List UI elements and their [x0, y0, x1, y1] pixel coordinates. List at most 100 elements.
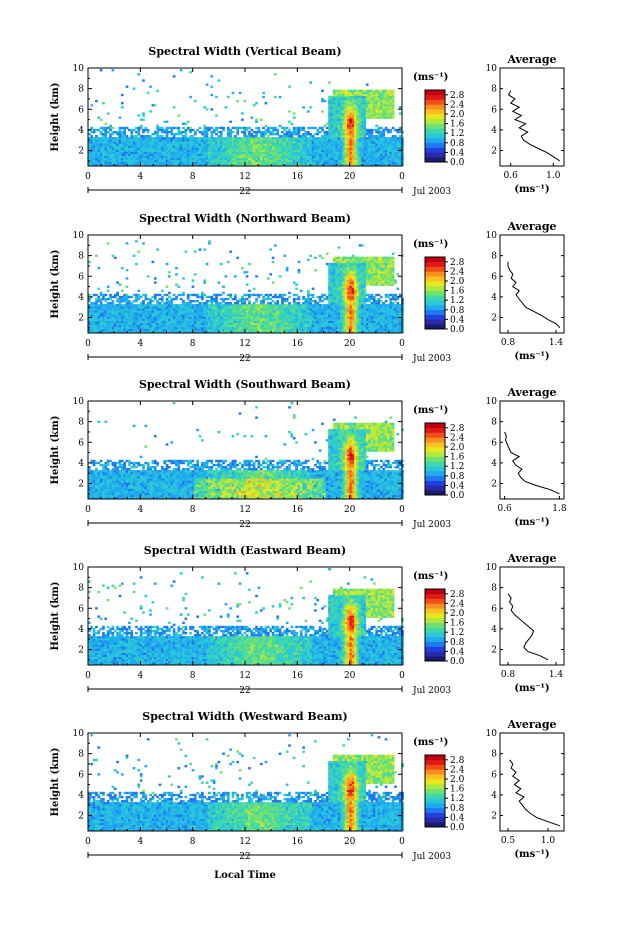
heatmap-cell	[186, 322, 190, 326]
heatmap-cell	[342, 135, 345, 138]
heatmap-cell	[175, 330, 178, 334]
heatmap-cell	[95, 316, 98, 319]
heatmap-cell	[125, 157, 129, 161]
heatmap-cell	[212, 297, 216, 301]
heatmap-cell	[215, 304, 218, 307]
heatmap-cell	[262, 147, 265, 150]
heatmap-cell	[142, 302, 145, 305]
heatmap-cell	[335, 147, 338, 150]
heatmap-cell	[120, 324, 124, 328]
heatmap-cell	[137, 163, 141, 167]
heatmap-cell	[212, 147, 216, 150]
heatmap-cell	[191, 308, 195, 311]
heatmap-cell	[241, 306, 244, 309]
heatmap-cell	[321, 324, 324, 328]
heatmap-cell	[285, 304, 289, 307]
heatmap-cell	[208, 240, 211, 243]
heatmap-cell	[106, 143, 110, 146]
heatmap-cell	[349, 153, 353, 156]
heatmap-cell	[255, 141, 258, 144]
heatmap-cell	[205, 141, 209, 144]
heatmap-cell	[215, 141, 218, 144]
heatmap-cell	[184, 308, 188, 311]
heatmap-cell	[229, 153, 232, 156]
heatmap-cell	[208, 320, 211, 323]
heatmap-cell	[283, 137, 287, 140]
heatmap-cell	[274, 330, 277, 334]
heatmap-cell	[144, 306, 148, 309]
heatmap-cell	[335, 260, 338, 264]
heatmap-cell	[219, 147, 223, 150]
heatmap-cell	[208, 304, 211, 307]
heatmap-cell	[285, 149, 289, 152]
heatmap-cell	[245, 297, 249, 301]
heatmap-cell	[259, 310, 263, 313]
heatmap-cell	[351, 110, 355, 113]
heatmap-cell	[203, 318, 207, 321]
heatmap-cell	[177, 293, 181, 297]
heatmap-cell	[128, 326, 131, 330]
heatmap-cell	[290, 308, 294, 311]
heatmap-cell	[120, 137, 124, 140]
heatmap-cell	[219, 318, 223, 321]
heatmap-cell	[95, 322, 98, 326]
heatmap-cell	[332, 328, 336, 332]
heatmap-cell	[222, 161, 225, 165]
heatmap-cell	[323, 322, 327, 326]
heatmap-cell	[316, 302, 320, 305]
heatmap-cell	[363, 110, 367, 113]
heatmap-cell	[120, 312, 124, 315]
heatmap-cell	[184, 250, 188, 253]
heatmap-cell	[330, 124, 334, 128]
heatmap-cell	[354, 93, 357, 97]
heatmap-cell	[191, 306, 195, 309]
heatmap-cell	[389, 95, 393, 99]
heatmap-cell	[318, 304, 322, 307]
heatmap-cell	[365, 141, 369, 144]
heatmap-cell	[146, 147, 150, 150]
heatmap-cell	[342, 102, 345, 105]
heatmap-cell	[285, 135, 289, 138]
heatmap-cell	[241, 112, 244, 115]
heatmap-cell	[137, 314, 141, 317]
heatmap-cell	[318, 143, 322, 146]
heatmap-cell	[193, 318, 197, 321]
heatmap-cell	[144, 157, 148, 161]
heatmap-cell	[316, 328, 320, 332]
heatmap-cell	[342, 112, 345, 115]
heatmap-cell	[274, 161, 277, 165]
heatmap-cell	[163, 149, 167, 152]
heatmap-cell	[229, 314, 232, 317]
heatmap-cell	[163, 137, 167, 140]
heatmap-cell	[224, 147, 228, 150]
heatmap-cell	[161, 318, 164, 321]
heatmap-cell	[252, 324, 256, 328]
heatmap-cell	[347, 108, 350, 111]
heatmap-cell	[266, 137, 270, 140]
heatmap-cell	[196, 155, 199, 159]
heatmap-cell	[189, 157, 192, 161]
heatmap-cell	[175, 161, 178, 165]
heatmap-cell	[297, 151, 301, 154]
heatmap-cell	[391, 99, 395, 103]
heatmap-cell	[250, 147, 254, 150]
heatmap-cell	[309, 328, 313, 332]
heatmap-cell	[342, 157, 345, 161]
heatmap-cell	[304, 155, 308, 159]
heatmap-cell	[363, 126, 367, 130]
heatmap-cell	[245, 163, 249, 167]
heatmap-cell	[318, 330, 322, 334]
heatmap-cell	[278, 324, 282, 328]
heatmap-cell	[205, 316, 209, 319]
heatmap-cell	[356, 147, 360, 150]
heatmap-cell	[335, 306, 338, 309]
heatmap-cell	[161, 304, 164, 307]
heatmap-cell	[302, 139, 305, 142]
heatmap-cell	[142, 128, 145, 132]
heatmap-cell	[97, 137, 101, 140]
heatmap-cell	[394, 139, 397, 142]
heatmap-cell	[184, 145, 188, 148]
heatmap-cell	[297, 159, 301, 163]
heatmap-cell	[323, 159, 327, 163]
heatmap-cell	[245, 304, 249, 307]
